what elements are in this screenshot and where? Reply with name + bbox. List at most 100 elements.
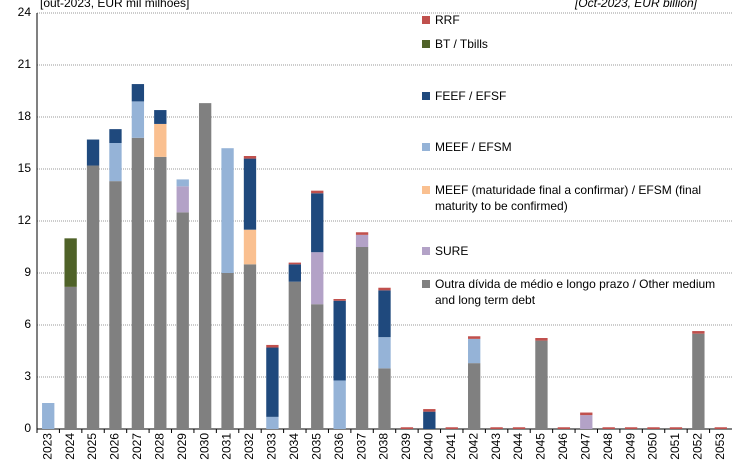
bar-segment bbox=[243, 158, 257, 230]
x-tick-label: 2026 bbox=[108, 433, 122, 460]
bar-segment bbox=[311, 190, 324, 194]
x-tick-label: 2043 bbox=[489, 433, 503, 460]
bar-segment bbox=[378, 290, 391, 338]
bar-segment bbox=[176, 179, 189, 187]
bar-segment bbox=[288, 262, 301, 265]
bar-segment bbox=[131, 84, 145, 102]
y-tick-label: 0 bbox=[24, 421, 31, 435]
y-tick-label: 6 bbox=[24, 317, 31, 331]
bar-segment bbox=[109, 143, 122, 182]
bar-segment bbox=[266, 347, 279, 417]
x-tick-label: 2047 bbox=[578, 433, 592, 460]
x-tick-label: 2037 bbox=[354, 433, 368, 460]
x-tick-label: 2024 bbox=[63, 433, 77, 460]
y-tick-label: 12 bbox=[18, 213, 32, 227]
bar-segment bbox=[311, 193, 324, 253]
bar-segment bbox=[176, 212, 189, 429]
bar-segment bbox=[692, 331, 705, 334]
bar-segment bbox=[131, 101, 145, 138]
legend-swatch bbox=[422, 92, 430, 100]
x-tick-label: 2049 bbox=[623, 433, 637, 460]
x-tick-label: 2035 bbox=[309, 433, 323, 460]
bar-segment bbox=[580, 412, 593, 416]
x-tick-label: 2027 bbox=[130, 433, 144, 460]
bar-segment bbox=[311, 304, 324, 429]
x-tick-label: 2025 bbox=[85, 433, 99, 460]
bar-segment bbox=[490, 427, 503, 429]
legend-item: Outra dívida de médio e longo prazo / Ot… bbox=[422, 276, 722, 308]
bar-segment bbox=[243, 229, 257, 265]
x-tick-label: 2051 bbox=[668, 433, 682, 460]
bar-segment bbox=[266, 416, 279, 429]
bar-segment bbox=[669, 427, 683, 429]
bar-segment bbox=[355, 247, 369, 429]
bar-segment bbox=[243, 264, 257, 429]
legend-item: MEEF / EFSM bbox=[422, 139, 722, 155]
y-tick-label: 21 bbox=[18, 57, 32, 71]
y-tick-label: 18 bbox=[18, 109, 32, 123]
x-tick-label: 2046 bbox=[556, 433, 570, 460]
subtitle-right: [Oct-2023, EUR billion] bbox=[574, 0, 698, 10]
bar-segment bbox=[355, 234, 369, 247]
x-tick-label: 2030 bbox=[197, 433, 211, 460]
bar-segment bbox=[557, 427, 571, 429]
x-tick-label: 2033 bbox=[265, 433, 279, 460]
bar-segment bbox=[198, 103, 212, 429]
x-tick-label: 2041 bbox=[444, 433, 458, 460]
bar-segment bbox=[378, 368, 391, 429]
bar-segment bbox=[221, 148, 234, 273]
y-tick-label: 9 bbox=[24, 265, 31, 279]
bar-segment bbox=[647, 427, 660, 429]
bar-segment bbox=[355, 232, 369, 235]
legend-swatch bbox=[422, 143, 430, 151]
bar-segment bbox=[109, 181, 122, 429]
bar-segment bbox=[131, 137, 145, 430]
bar-segment bbox=[109, 129, 122, 143]
legend-item: MEEF (maturidade final a confirmar) / EF… bbox=[422, 182, 722, 214]
y-tick-label: 15 bbox=[18, 161, 32, 175]
bar-segment bbox=[64, 238, 77, 287]
x-tick-label: 2052 bbox=[691, 433, 705, 460]
legend-label: SURE bbox=[435, 244, 469, 258]
y-tick-label: 24 bbox=[18, 5, 32, 19]
bar-segment bbox=[468, 338, 481, 364]
legend-swatch bbox=[422, 280, 430, 288]
bar-segment bbox=[602, 427, 615, 429]
legend-swatch bbox=[422, 247, 430, 255]
bar-segment bbox=[288, 264, 301, 282]
x-tick-label: 2040 bbox=[422, 433, 436, 460]
bar-segment bbox=[154, 156, 167, 429]
bar-segment bbox=[445, 427, 458, 429]
legend-item: BT / Tbills bbox=[422, 36, 722, 52]
x-tick-label: 2031 bbox=[220, 433, 234, 460]
bar-segment bbox=[333, 299, 346, 301]
x-tick-label: 2053 bbox=[713, 433, 727, 460]
bar-segment bbox=[400, 427, 414, 429]
bar-segment bbox=[311, 252, 324, 305]
legend-label: BT / Tbills bbox=[435, 37, 488, 51]
bar-segment bbox=[535, 338, 548, 341]
bar-segment bbox=[176, 186, 189, 213]
bar-segment bbox=[468, 336, 481, 339]
legend-label: RRF bbox=[435, 13, 460, 27]
legend-label: MEEF / EFSM bbox=[435, 140, 512, 154]
legend-swatch bbox=[422, 186, 430, 194]
subtitle-left: [out-2023, EUR mil milhões] bbox=[40, 0, 189, 10]
bar-segment bbox=[64, 286, 77, 429]
legend-label: Outra dívida de médio e longo prazo / Ot… bbox=[435, 277, 716, 307]
legend-item: FEEF / EFSF bbox=[422, 88, 722, 104]
bar-segment bbox=[580, 415, 593, 429]
bar-segment bbox=[154, 110, 167, 124]
bar-segment bbox=[512, 427, 526, 429]
legend-item: SURE bbox=[422, 243, 722, 259]
legend-label: FEEF / EFSF bbox=[435, 89, 507, 103]
bar-segment bbox=[86, 165, 100, 430]
x-tick-label: 2023 bbox=[40, 433, 54, 460]
x-tick-label: 2044 bbox=[511, 433, 525, 460]
bar-segment bbox=[692, 333, 705, 429]
x-tick-label: 2036 bbox=[332, 433, 346, 460]
bar-segment bbox=[288, 281, 301, 429]
bar-segment bbox=[221, 273, 234, 429]
